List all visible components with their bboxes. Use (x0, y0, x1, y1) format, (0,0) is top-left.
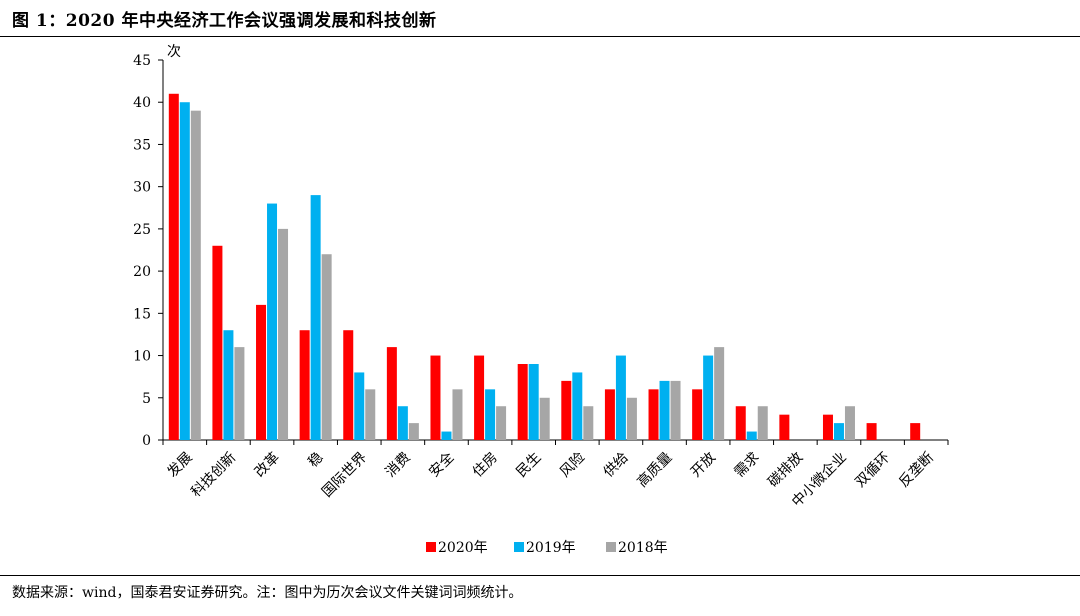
bar-2020年-供给 (604, 389, 615, 440)
category-label: 民生 (513, 450, 544, 481)
bar-2019年-风险 (572, 372, 583, 440)
bottom-rule (0, 575, 1080, 576)
bar-2020年-稳 (299, 330, 310, 440)
y-tick-label: 0 (142, 433, 151, 449)
bar-2018年-开放 (714, 347, 725, 440)
y-tick-label: 40 (133, 95, 151, 111)
bar-2018年-需求 (757, 406, 768, 440)
bar-2019年-科技创新 (223, 330, 234, 440)
bar-2018年-安全 (452, 389, 463, 440)
bar-2018年-改革 (278, 228, 289, 440)
bar-chart: 0 5 10 15 20 25 30 35 40 45 次 发展科技创新 改革 稳国际世界 消费 安全 住房民… (133, 44, 949, 556)
bar-2020年-中小微企业 (822, 414, 833, 440)
category-label: 开放 (688, 450, 719, 481)
category-label: 国际世界 (319, 450, 370, 501)
y-tick-label: 25 (133, 222, 151, 238)
y-tick-label: 5 (142, 391, 151, 407)
bar-2020年-碳排放 (779, 414, 790, 440)
legend-label: 2018年 (618, 540, 668, 556)
category-label: 安全 (425, 449, 457, 481)
bar-2018年-供给 (626, 397, 637, 440)
y-tick-label: 35 (133, 137, 151, 153)
bar-2020年-反垄断 (910, 423, 921, 440)
category-label: 风险 (557, 450, 588, 481)
bar-2018年-高质量 (670, 380, 681, 440)
category-label: 高质量 (634, 449, 676, 491)
bar-2019年-住房 (485, 389, 496, 440)
bar-2019年-中小微企业 (833, 423, 844, 440)
y-tick-label: 45 (133, 53, 151, 69)
y-tick-label: 15 (133, 306, 151, 322)
legend-label: 2019年 (526, 540, 576, 556)
figure-title: 图 1：2020 年中央经济工作会议强调发展和科技创新 (12, 11, 437, 31)
bar-2020年-需求 (735, 406, 746, 440)
bar-2018年-国际世界 (365, 389, 376, 440)
bar-2020年-安全 (430, 355, 441, 440)
bar-2018年-风险 (583, 406, 594, 440)
bar-2019年-国际世界 (354, 372, 365, 440)
bar-2018年-稳 (321, 254, 332, 440)
bar-2019年-民生 (528, 364, 539, 440)
category-label: 发展 (165, 450, 196, 481)
category-label: 消费 (383, 450, 414, 481)
bar-2018年-住房 (496, 406, 507, 440)
bar-2020年-改革 (256, 304, 267, 440)
bar-2018年-消费 (408, 423, 419, 440)
bar-2019年-需求 (746, 431, 757, 440)
legend-label: 2020年 (438, 540, 488, 556)
bar-2019年-发展 (179, 102, 190, 440)
bar-2019年-高质量 (659, 380, 670, 440)
bar-2020年-国际世界 (343, 330, 354, 440)
bar-2018年-民生 (539, 397, 550, 440)
bar-2019年-安全 (441, 431, 452, 440)
category-label: 改革 (252, 450, 283, 481)
legend-swatch (606, 542, 616, 552)
category-label: 科技创新 (188, 450, 239, 501)
top-rule (0, 36, 1080, 37)
bar-2020年-高质量 (648, 389, 659, 440)
bar-2019年-改革 (267, 203, 278, 440)
bar-2020年-开放 (692, 389, 703, 440)
category-label: 稳 (305, 450, 326, 471)
bar-2019年-消费 (397, 406, 408, 440)
bar-2020年-风险 (561, 380, 572, 440)
category-label: 需求 (731, 450, 762, 481)
y-tick-label: 20 (133, 264, 151, 280)
legend-swatch (426, 542, 436, 552)
bar-2019年-供给 (615, 355, 626, 440)
y-tick-label: 30 (133, 180, 151, 196)
category-label: 住房 (470, 450, 501, 481)
category-label: 反垄断 (896, 450, 937, 491)
bar-2018年-发展 (190, 110, 201, 441)
bar-2018年-中小微企业 (844, 406, 855, 440)
bar-2020年-双循环 (866, 423, 877, 440)
chart-bars (168, 93, 921, 441)
category-label: 双循环 (852, 450, 893, 491)
bar-2020年-住房 (474, 355, 485, 440)
y-axis-unit: 次 (167, 44, 181, 60)
chart-axes: 0 5 10 15 20 25 30 35 40 45 次 (133, 44, 949, 449)
category-label: 碳排放 (765, 450, 806, 491)
chart-legend: 2020年 2019年 2018年 (426, 540, 668, 556)
bar-2019年-开放 (703, 355, 714, 440)
legend-swatch (514, 542, 524, 552)
bar-2020年-消费 (386, 347, 397, 440)
bar-2020年-发展 (168, 93, 179, 441)
bar-2019年-稳 (310, 195, 321, 440)
y-tick-label: 10 (133, 349, 151, 365)
bar-2020年-民生 (517, 364, 528, 440)
category-label: 供给 (601, 450, 632, 481)
bar-2018年-科技创新 (234, 347, 245, 440)
source-note: 数据来源：wind，国泰君安证券研究。注：图中为历次会议文件关键词词频统计。 (12, 585, 523, 601)
bar-2020年-科技创新 (212, 245, 223, 440)
